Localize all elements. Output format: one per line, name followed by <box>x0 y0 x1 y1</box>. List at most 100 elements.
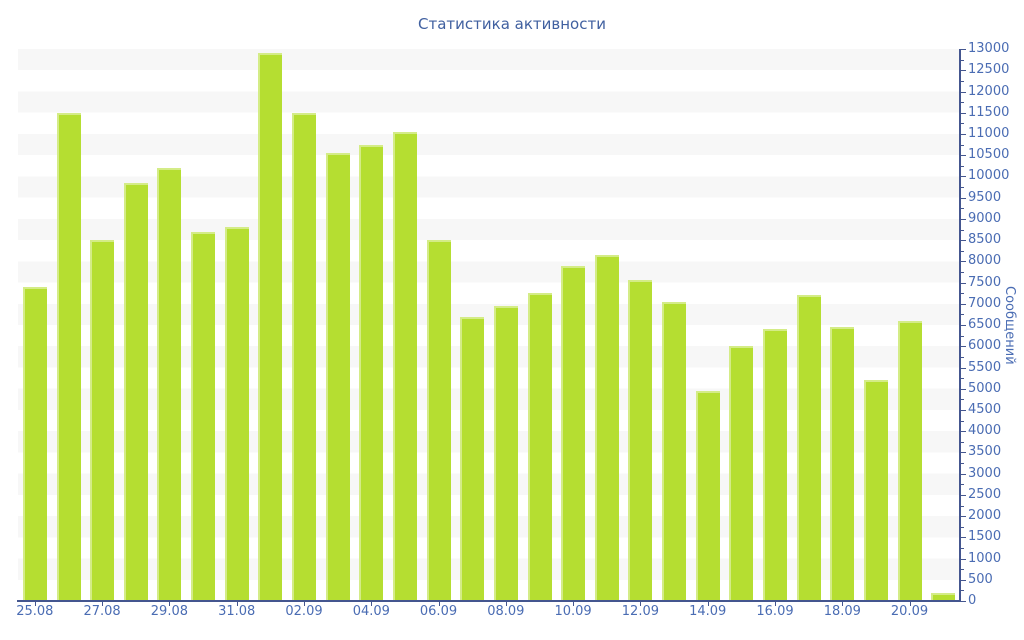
y-tick-label: 8000 <box>968 253 1002 269</box>
chart-title: Статистика активности <box>418 15 606 33</box>
y-minor-tick <box>961 314 964 316</box>
y-minor-tick <box>961 590 964 592</box>
x-tick-label: 31.08 <box>218 604 256 619</box>
y-tick-label: 3500 <box>968 444 1002 460</box>
bar-19.09 <box>863 380 888 601</box>
y-axis-line <box>959 49 961 602</box>
y-minor-tick <box>961 293 964 295</box>
y-tick <box>961 516 966 518</box>
y-tick-label: 6000 <box>968 338 1002 354</box>
bar-14.09 <box>695 390 720 601</box>
y-tick-label: 12500 <box>968 62 1010 78</box>
y-minor-tick <box>961 399 964 401</box>
y-tick <box>961 240 966 242</box>
y-tick <box>961 494 966 496</box>
y-tick <box>961 155 966 157</box>
y-tick <box>961 197 966 199</box>
y-tick <box>961 409 966 411</box>
x-tick-label: 08.09 <box>487 604 525 619</box>
y-tick <box>961 431 966 433</box>
y-tick-label: 13000 <box>968 41 1010 56</box>
y-tick-label: 7500 <box>968 274 1002 290</box>
x-tick <box>371 602 373 606</box>
x-tick-label: 29.08 <box>150 604 188 619</box>
bar-16.09 <box>763 329 787 601</box>
y-tick <box>961 537 966 539</box>
y-tick <box>961 261 966 263</box>
y-minor-tick <box>961 165 964 167</box>
x-tick-label: 04.09 <box>352 604 390 619</box>
x-tick <box>775 602 776 606</box>
bar-28.08 <box>123 182 148 601</box>
bar-11.09 <box>594 254 619 601</box>
x-tick <box>34 602 36 606</box>
y-axis-title: Сообщений <box>1002 285 1017 365</box>
y-tick-label: 11500 <box>968 104 1010 120</box>
bar-29.08 <box>157 167 182 601</box>
y-minor-tick <box>961 484 964 486</box>
y-minor-tick <box>961 526 964 528</box>
x-tick <box>505 602 507 606</box>
bar-27.08 <box>90 240 115 601</box>
y-tick <box>961 558 966 560</box>
y-tick <box>961 473 966 475</box>
bar-30.08 <box>191 231 215 601</box>
y-tick <box>961 367 966 369</box>
y-minor-tick <box>961 463 964 464</box>
y-minor-tick <box>961 102 964 104</box>
bar-20.09 <box>897 320 922 601</box>
y-tick-label: 500 <box>968 571 993 587</box>
bar-31.08 <box>224 227 249 601</box>
y-tick <box>961 325 966 326</box>
x-tick <box>236 602 238 606</box>
y-tick-label: 9000 <box>968 210 1002 226</box>
y-minor-tick <box>961 144 964 146</box>
bar-12.09 <box>628 280 653 601</box>
y-tick <box>961 388 966 390</box>
bar-26.08 <box>56 112 81 601</box>
bar-21.09 <box>931 592 956 601</box>
y-minor-tick <box>961 229 964 231</box>
bar-15.09 <box>729 346 754 601</box>
bar-01.09 <box>258 53 283 601</box>
y-tick-label: 2500 <box>968 486 1002 502</box>
bar-07.09 <box>460 316 485 601</box>
x-tick-label: 16.09 <box>756 604 794 619</box>
y-tick-label: 5500 <box>968 359 1002 375</box>
x-tick-label: 20.09 <box>890 604 929 619</box>
y-tick-label: 0 <box>968 593 977 608</box>
y-tick <box>961 133 966 135</box>
y-tick-label: 3000 <box>968 465 1002 481</box>
x-tick <box>102 602 104 606</box>
x-tick-label: 02.09 <box>285 604 323 619</box>
y-minor-tick <box>961 208 964 210</box>
y-tick-label: 8500 <box>968 232 1002 248</box>
bar-05.09 <box>392 131 417 601</box>
bar-04.09 <box>359 144 384 601</box>
x-tick <box>169 602 171 606</box>
x-tick <box>304 602 305 606</box>
y-tick-label: 4500 <box>968 401 1002 417</box>
x-tick-label: 10.09 <box>554 604 592 619</box>
bar-17.09 <box>796 295 821 601</box>
y-tick-label: 11000 <box>968 125 1010 141</box>
x-tick <box>573 602 575 606</box>
y-tick <box>961 112 966 114</box>
y-minor-tick <box>961 420 964 422</box>
y-tick-label: 1500 <box>968 529 1002 545</box>
y-tick-label: 2000 <box>968 508 1002 524</box>
y-tick <box>961 218 966 220</box>
y-minor-tick <box>961 547 964 549</box>
bar-13.09 <box>662 301 686 601</box>
y-minor-tick <box>961 80 964 82</box>
x-tick-label: 14.09 <box>689 604 727 619</box>
plot-area <box>18 49 960 601</box>
y-tick <box>961 303 966 305</box>
y-tick <box>961 49 966 50</box>
x-tick <box>909 602 911 606</box>
x-tick <box>438 602 440 606</box>
y-tick <box>961 91 966 93</box>
y-tick <box>961 601 966 602</box>
y-minor-tick <box>961 250 964 252</box>
